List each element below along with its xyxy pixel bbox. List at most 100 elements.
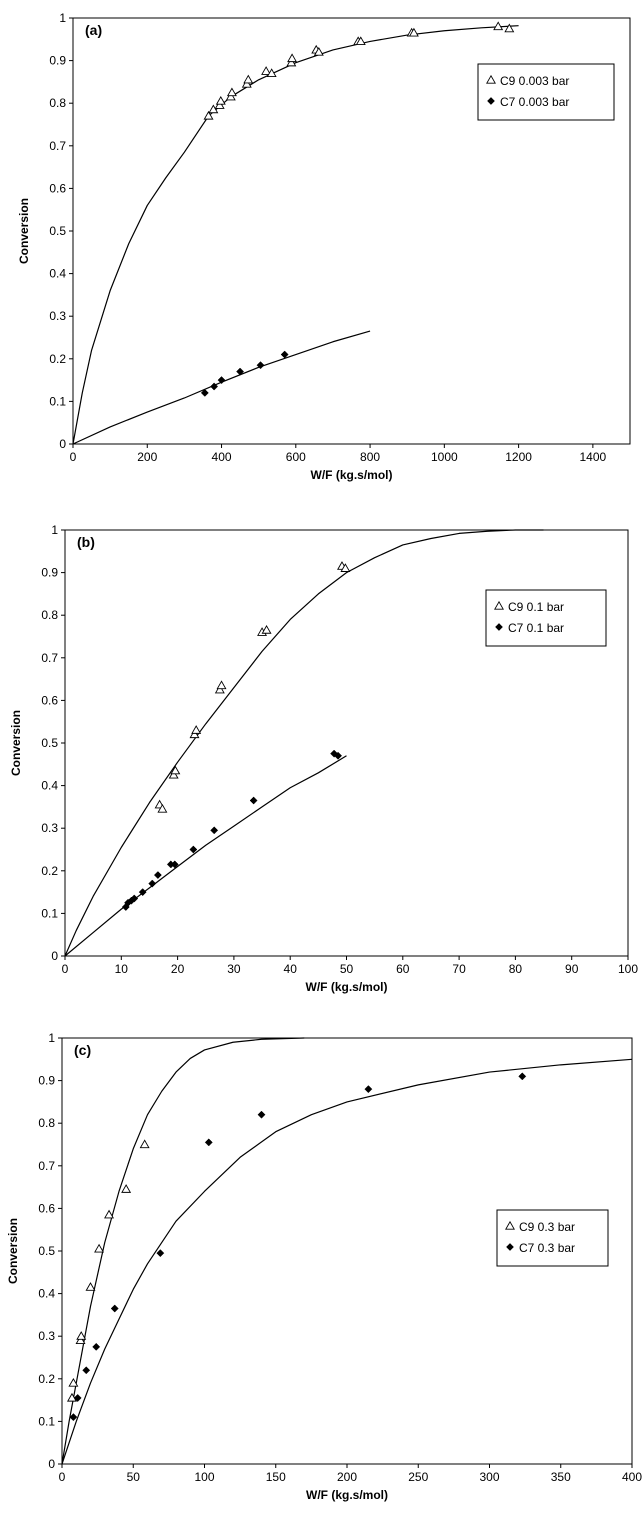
data-point-c9 [215, 95, 226, 105]
y-tick-label: 0.5 [38, 1244, 55, 1258]
y-tick-label: 0.7 [38, 1159, 55, 1173]
y-axis-label: Conversion [9, 710, 23, 776]
data-point-c9 [76, 1331, 87, 1340]
data-point-c9 [75, 1335, 86, 1345]
data-point-c7 [364, 1085, 373, 1094]
y-tick-label: 0.9 [41, 566, 58, 580]
x-tick-label: 20 [171, 962, 185, 976]
y-tick-label: 0.2 [49, 352, 66, 366]
data-point-c9 [287, 53, 298, 63]
model-fit-line-c9 [72, 25, 519, 445]
y-tick-label: 0.5 [49, 224, 66, 238]
legend-marker-c7 [506, 1243, 514, 1251]
data-point-c9 [261, 66, 272, 75]
data-point-c9 [214, 100, 225, 109]
x-tick-label: 350 [551, 1470, 571, 1484]
x-tick-label: 1200 [505, 450, 532, 464]
y-tick-label: 0.3 [41, 821, 58, 835]
y-axis-label: Conversion [6, 1218, 20, 1284]
data-point-c9 [355, 36, 366, 46]
legend-box [485, 589, 607, 647]
data-point-c7 [73, 1394, 82, 1402]
data-point-c7 [249, 796, 258, 805]
data-point-c9 [243, 74, 254, 84]
legend-entry-label: C7 0.1 bar [508, 621, 564, 635]
panel-label: (c) [74, 1042, 91, 1058]
panel-label: (a) [85, 22, 102, 38]
x-axis-label: W/F (kg.s/mol) [306, 980, 388, 994]
y-tick-label: 0.4 [38, 1287, 55, 1301]
data-point-c9 [266, 68, 277, 77]
data-point-c9 [170, 765, 181, 775]
x-axis-label: W/F (kg.s/mol) [311, 468, 393, 482]
y-tick-label: 0.5 [41, 736, 58, 750]
data-point-c7 [200, 388, 209, 397]
data-point-c9 [157, 803, 168, 813]
x-tick-label: 1400 [580, 450, 607, 464]
data-point-c9 [85, 1282, 96, 1291]
y-tick-label: 0 [59, 437, 66, 451]
x-axis-label: W/F (kg.s/mol) [306, 1488, 388, 1502]
x-tick-label: 250 [408, 1470, 428, 1484]
x-tick-label: 50 [340, 962, 354, 976]
x-tick-label: 0 [62, 962, 69, 976]
legend-entry-label: C9 0.003 bar [500, 74, 569, 88]
y-tick-label: 0.1 [49, 394, 66, 408]
y-tick-label: 0.9 [49, 54, 66, 68]
data-point-c9 [139, 1139, 150, 1149]
data-point-c7 [156, 1249, 165, 1258]
x-tick-label: 0 [59, 1470, 66, 1484]
y-tick-label: 0 [51, 949, 58, 963]
x-tick-label: 40 [284, 962, 298, 976]
model-fit-line-c9 [61, 1037, 305, 1465]
model-fit-line-c7 [72, 330, 371, 445]
y-tick-label: 0.4 [49, 267, 66, 281]
y-tick-label: 0.3 [38, 1329, 55, 1343]
y-tick-label: 0.1 [38, 1414, 55, 1428]
chart-panel-a: 0 200 400 600 800 1000 1200 1400 0 0.1 0.2 0.3 0.4 0.… [17, 11, 631, 482]
legend-marker-c7 [495, 623, 503, 631]
model-fit-line-c7 [61, 1058, 633, 1465]
data-point-c7 [189, 845, 198, 854]
data-point-c9 [493, 21, 504, 31]
y-tick-label: 1 [48, 1031, 55, 1045]
data-point-c7 [170, 860, 179, 869]
data-point-c9 [189, 729, 200, 739]
data-point-c9 [104, 1209, 115, 1219]
data-point-c7 [148, 879, 157, 888]
data-point-c9 [286, 57, 297, 67]
data-point-c9 [340, 563, 351, 572]
y-tick-label: 0.6 [49, 181, 66, 195]
x-tick-label: 60 [396, 962, 410, 976]
x-tick-label: 80 [509, 962, 523, 976]
x-tick-label: 400 [622, 1470, 642, 1484]
x-tick-label: 100 [618, 962, 638, 976]
x-tick-label: 0 [70, 450, 77, 464]
data-point-c9 [203, 110, 214, 120]
x-tick-label: 10 [115, 962, 129, 976]
y-tick-label: 0.8 [38, 1116, 55, 1130]
legend-entry-label: C9 0.3 bar [519, 1220, 575, 1234]
x-tick-label: 1000 [431, 450, 458, 464]
data-point-c7 [204, 1138, 213, 1147]
x-tick-label: 150 [266, 1470, 286, 1484]
data-point-c7 [256, 361, 265, 370]
x-tick-label: 200 [137, 450, 157, 464]
y-tick-label: 0.4 [41, 779, 58, 793]
data-point-c7 [210, 826, 219, 835]
y-tick-label: 0.7 [41, 651, 58, 665]
x-tick-label: 300 [479, 1470, 499, 1484]
data-point-c9 [226, 87, 237, 97]
data-point-c7 [236, 367, 245, 376]
x-tick-label: 70 [452, 962, 466, 976]
legend-marker-c9 [494, 600, 504, 610]
data-point-c9 [216, 680, 227, 690]
data-point-c7 [92, 1342, 101, 1351]
legend-marker-c9 [486, 74, 496, 84]
data-point-c9 [225, 91, 236, 101]
model-fit-line-c7 [64, 755, 347, 957]
data-point-c7 [153, 871, 162, 880]
data-point-c7 [210, 382, 219, 391]
legend-box [477, 63, 615, 121]
